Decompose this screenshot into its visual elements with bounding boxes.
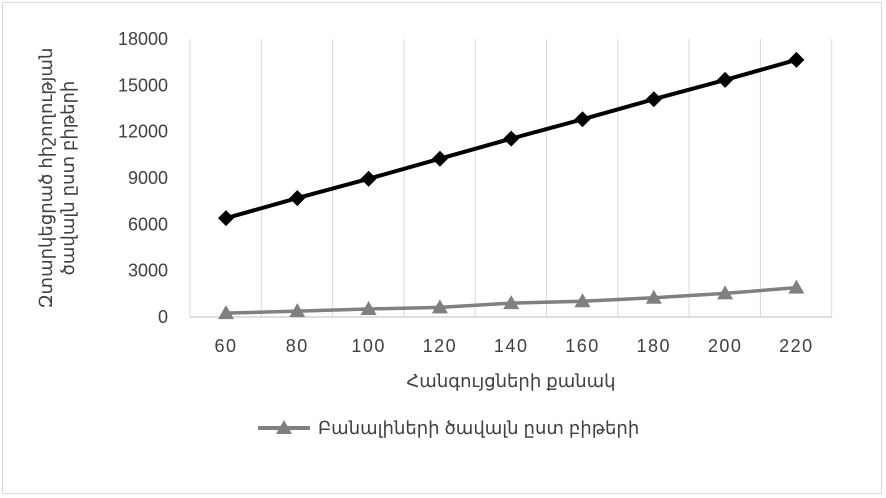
y-tick-label: 12000 [118,122,168,142]
series-2-point-triangle [788,279,805,294]
y-tick-label: 0 [158,307,168,327]
series-2-point-triangle [503,295,520,310]
series-2-point-triangle [574,293,591,308]
x-tick-label: 140 [494,336,529,356]
y-axis-title: Զտարկեցրած հիշողության ծավալն ըստ բիթերի [36,48,78,309]
series-1-point-diamond [431,150,448,167]
legend-triangle-marker [276,420,292,434]
series-2-point-triangle [717,285,734,300]
y-tick-label: 3000 [128,261,168,281]
series-2-point-triangle [218,305,234,320]
x-tick-label: 60 [214,336,237,356]
x-tick-label: 160 [565,336,600,356]
x-axis-title: Հանգույցների քանակ [406,371,615,391]
legend-label: Բանալիների ծավալն ըստ բիթերի [318,418,639,438]
series-2-point-triangle [360,300,377,315]
y-tick-label: 18000 [118,29,168,49]
y-tick-label: 9000 [128,168,168,188]
series-1-point-diamond [218,210,234,227]
x-tick-label: 220 [779,336,814,356]
y-axis-ticks: 0 3000 6000 9000 12000 15000 18000 [118,29,168,327]
series-2-point-triangle [289,303,306,318]
series-2-point-triangle [431,299,448,314]
x-tick-label: 100 [351,336,386,356]
series-1-point-diamond [360,170,377,187]
y-tick-label: 6000 [128,214,168,234]
series-1-point-diamond [788,51,805,68]
x-axis-ticks: 60 80 100 120 140 160 180 200 220 [214,336,814,356]
y-axis-title-line: ծավալն ըստ բիթերի [58,81,78,276]
x-tick-label: 120 [423,336,458,356]
y-axis-title-line: Զտարկեցրած հիշողության [36,48,56,309]
grid-lines [189,39,833,317]
series-1-point-diamond [574,111,591,128]
y-tick-label: 15000 [118,75,168,95]
series-1-point-diamond [645,91,662,108]
series-1-point-diamond [717,71,734,88]
series-1-point-diamond [503,130,520,147]
x-tick-label: 80 [286,336,309,356]
series-1-point-diamond [289,190,306,207]
x-tick-label: 180 [637,336,672,356]
legend: Բանալիների ծավալն ըստ բիթերի [258,418,639,438]
x-tick-label: 200 [708,336,743,356]
series-layer [218,51,805,320]
series-2-point-triangle [645,289,662,304]
